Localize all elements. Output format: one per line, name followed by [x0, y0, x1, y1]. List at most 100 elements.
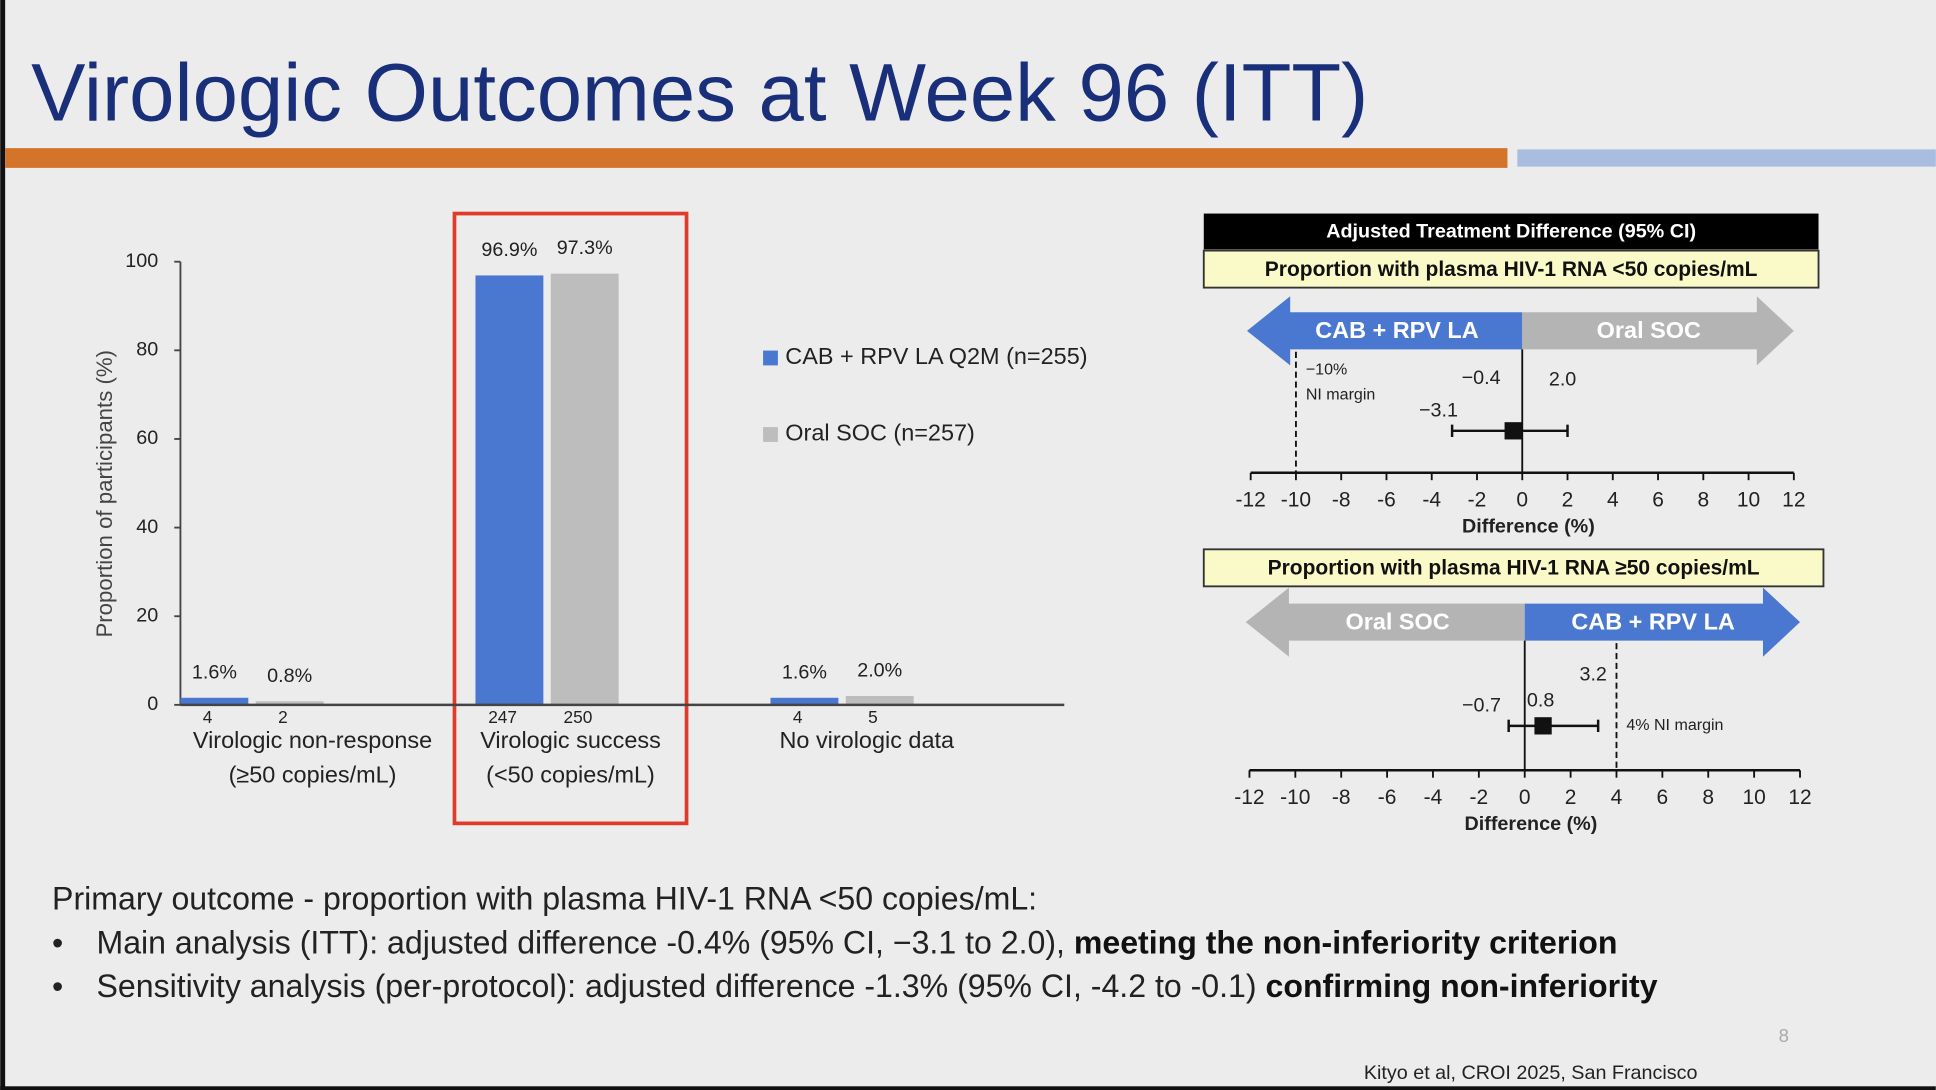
margin-label: NI margin [1306, 385, 1376, 403]
estimate-marker [1534, 717, 1552, 735]
count-label: 2 [278, 707, 288, 727]
bullet-bold: confirming non-inferiority [1266, 968, 1658, 1004]
subtitle-box [1202, 548, 1825, 588]
lead-text: Primary outcome - proportion with plasma… [52, 881, 1037, 917]
ci-label: −3.1 [1419, 399, 1458, 421]
estimate-label: 0.8 [1527, 689, 1554, 711]
x-axis-label: Difference (%) [1462, 515, 1595, 537]
direction-arrow [1245, 587, 1525, 657]
bar [180, 697, 249, 705]
edge [0, 1086, 1936, 1090]
x-tick-label: -4 [1422, 489, 1441, 512]
forest-subtitle: Proportion with plasma HIV-1 RNA ≥50 cop… [1268, 557, 1760, 580]
legend-label: CAB + RPV LA Q2M (n=255) [785, 343, 1087, 369]
x-tick-label: -12 [1234, 786, 1264, 809]
title-rule [5, 148, 1508, 168]
count-label: 5 [868, 707, 878, 727]
highlight-box [452, 211, 689, 826]
y-tick-label: 80 [136, 339, 158, 361]
bullet-text: Sensitivity analysis (per-protocol): adj… [96, 968, 1265, 1004]
x-tick-label: -2 [1470, 786, 1489, 809]
direction-arrow [1522, 296, 1794, 366]
value-label: 1.6% [782, 661, 827, 683]
y-tick-label: 20 [136, 604, 158, 626]
bullet: Main analysis (ITT): adjusted difference… [96, 925, 1617, 961]
bar [845, 695, 914, 705]
legend-swatch [763, 350, 778, 366]
x-tick-label: -6 [1377, 489, 1396, 512]
x-tick-label: Virologic non-response [193, 727, 432, 753]
arrow-label: CAB + RPV LA [1315, 317, 1479, 343]
ci-label: 2.0 [1549, 368, 1576, 390]
y-tick-label: 40 [136, 516, 158, 538]
x-tick-label: 8 [1702, 786, 1714, 809]
x-tick-label: No virologic data [779, 727, 955, 753]
x-tick-label: 2 [1565, 786, 1577, 809]
title-rule [1517, 149, 1936, 167]
ci-label: 3.2 [1579, 663, 1606, 685]
legend-label: Oral SOC (n=257) [785, 420, 975, 446]
x-tick-label: 10 [1737, 489, 1760, 512]
x-tick-label: (<50 copies/mL) [486, 762, 655, 788]
bar [550, 273, 619, 705]
x-tick-label: -8 [1332, 786, 1351, 809]
forest-title: Adjusted Treatment Difference (95% CI) [1326, 220, 1696, 242]
x-tick-label: -4 [1424, 786, 1443, 809]
count-label: 250 [564, 707, 593, 727]
value-label: 97.3% [557, 237, 613, 259]
x-tick-label: 8 [1697, 489, 1709, 512]
estimate-label: −0.4 [1462, 367, 1501, 389]
value-label: 96.9% [481, 239, 537, 261]
value-label: 2.0% [857, 660, 902, 682]
estimate-marker [1504, 422, 1522, 440]
legend-swatch [763, 427, 778, 442]
x-tick-label: -8 [1332, 489, 1351, 512]
page-number: 8 [1779, 1025, 1789, 1046]
y-axis-label: Proportion of participants (%) [92, 350, 117, 638]
margin-label: −10% [1306, 361, 1347, 379]
bullet: Sensitivity analysis (per-protocol): adj… [96, 968, 1657, 1004]
x-tick-label: 10 [1742, 786, 1765, 809]
direction-arrow [1246, 296, 1523, 366]
x-tick-label: 12 [1782, 489, 1805, 512]
x-tick-label: -12 [1236, 489, 1266, 512]
bullet-dot: • [52, 968, 63, 1004]
bar [475, 275, 544, 705]
x-tick-label: 6 [1652, 489, 1664, 512]
y-tick-label: 100 [125, 250, 158, 272]
subtitle-box [1202, 249, 1820, 289]
bullet-bold: meeting the non-inferiority criterion [1074, 925, 1618, 961]
count-label: 4 [203, 707, 213, 727]
arrow-label: Oral SOC [1597, 317, 1701, 343]
citation: Kityo et al, CROI 2025, San Francisco [1364, 1062, 1698, 1084]
x-tick-label: -10 [1281, 489, 1311, 512]
ci-label: −0.7 [1462, 694, 1501, 716]
count-label: 247 [488, 707, 517, 727]
edge [0, 0, 6, 1090]
slide-title: Virologic Outcomes at Week 96 (ITT) [31, 47, 1368, 138]
x-tick-label: 12 [1788, 786, 1811, 809]
x-tick-label: 4 [1611, 786, 1623, 809]
bar [255, 701, 324, 705]
x-tick-label: -10 [1280, 786, 1310, 809]
header-box [1203, 213, 1819, 250]
x-tick-label: 0 [1519, 786, 1531, 809]
margin-label: 4% NI margin [1626, 716, 1723, 734]
value-label: 0.8% [267, 665, 312, 687]
arrow-label: Oral SOC [1345, 609, 1449, 635]
x-axis-label: Difference (%) [1465, 813, 1598, 835]
x-tick-label: 0 [1516, 489, 1528, 512]
bullet-text: Main analysis (ITT): adjusted difference… [96, 925, 1073, 961]
forest-subtitle: Proportion with plasma HIV-1 RNA <50 cop… [1265, 258, 1758, 281]
x-tick-label: -2 [1468, 489, 1487, 512]
bullet-dot: • [52, 925, 63, 961]
arrow-label: CAB + RPV LA [1571, 609, 1735, 635]
x-tick-label: -6 [1378, 786, 1397, 809]
x-tick-label: 4 [1607, 489, 1619, 512]
y-tick-label: 0 [147, 693, 158, 715]
value-label: 1.6% [192, 661, 237, 683]
bar [770, 697, 839, 705]
x-tick-label: (≥50 copies/mL) [229, 762, 397, 788]
